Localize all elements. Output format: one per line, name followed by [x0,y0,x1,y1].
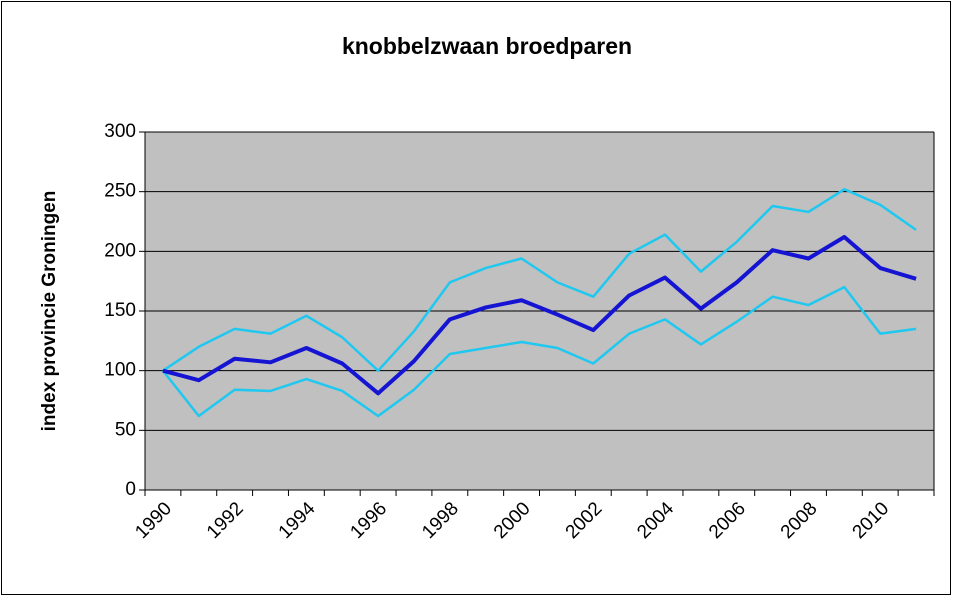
y-tick-label: 100 [104,360,136,381]
y-axis-label: index provincie Groningen [39,191,60,432]
series-line [161,285,917,418]
series-line [162,188,917,372]
y-tick-label: 300 [104,121,136,142]
y-tick-label: 50 [115,419,136,440]
chart-title: knobbelzwaan broedparen [342,33,632,59]
y-tick-label: 0 [125,479,136,500]
y-tick-label: 250 [104,181,136,202]
y-tick-label: 150 [104,300,136,321]
series-line [162,235,917,396]
y-tick-label: 200 [104,240,136,261]
